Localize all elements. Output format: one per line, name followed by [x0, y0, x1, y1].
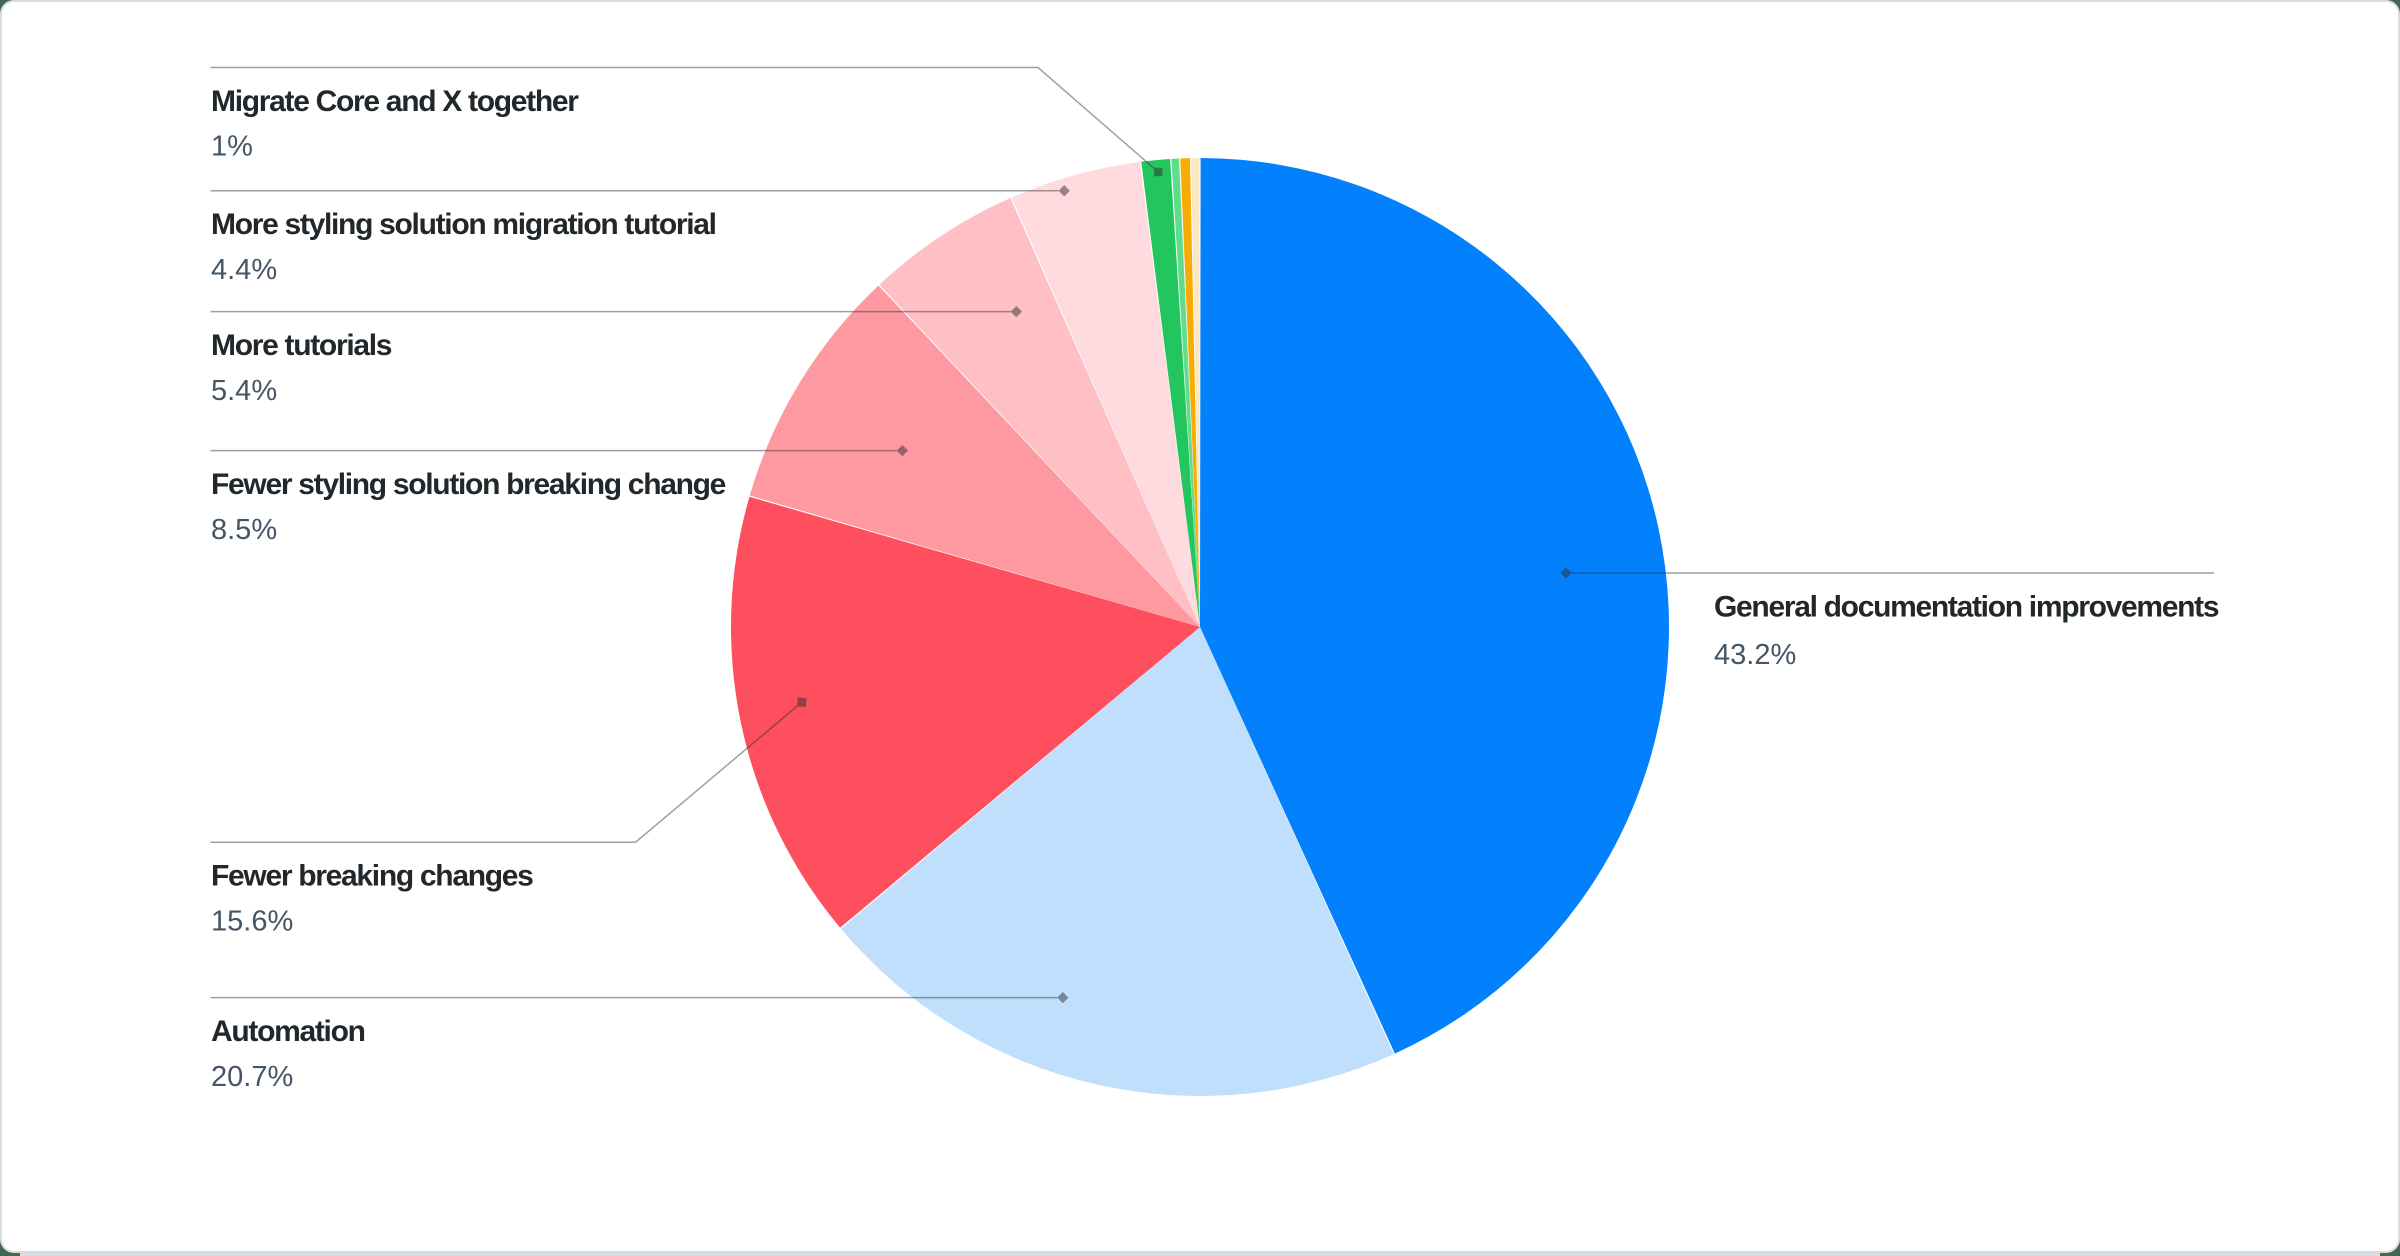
svg-text:43.2%: 43.2%	[1714, 639, 1796, 671]
svg-text:More tutorials: More tutorials	[211, 329, 392, 362]
svg-text:8.5%: 8.5%	[211, 514, 277, 546]
svg-text:General documentation improvem: General documentation improvements	[1714, 590, 2219, 623]
svg-text:Migrate Core and X together: Migrate Core and X together	[211, 85, 579, 118]
svg-text:Fewer styling solution breakin: Fewer styling solution breaking change	[211, 468, 726, 501]
svg-text:15.6%: 15.6%	[211, 906, 293, 938]
svg-text:20.7%: 20.7%	[211, 1061, 293, 1093]
svg-text:Fewer breaking changes: Fewer breaking changes	[211, 860, 533, 893]
svg-text:1%: 1%	[211, 131, 253, 163]
svg-text:5.4%: 5.4%	[211, 375, 277, 407]
svg-text:Automation: Automation	[211, 1015, 365, 1048]
svg-text:4.4%: 4.4%	[211, 254, 277, 286]
svg-text:More styling solution migratio: More styling solution migration tutorial	[211, 208, 716, 241]
